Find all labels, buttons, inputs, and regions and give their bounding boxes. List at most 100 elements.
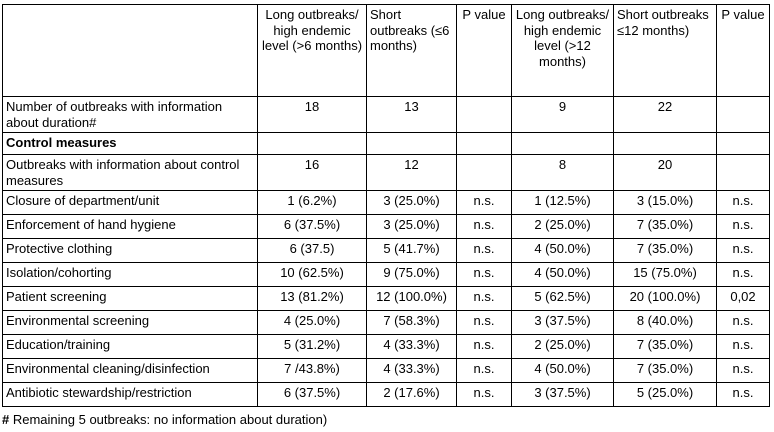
header-p-value-6m: P value — [456, 4, 512, 97]
value-cell: 9 (75.0%) — [366, 262, 457, 287]
p-value-cell: n.s. — [456, 262, 512, 287]
value-cell: 5 (41.7%) — [366, 238, 457, 263]
info-cell — [456, 154, 512, 191]
section-empty-cell — [511, 132, 614, 155]
value-cell: 4 (33.3%) — [366, 334, 457, 359]
value-cell: 7 /43.8%) — [257, 358, 367, 383]
value-cell: 4 (33.3%) — [366, 358, 457, 383]
footnote-mark: # — [2, 412, 10, 427]
table-row: Environmental screening 4 (25.0%) 7 (58.… — [2, 310, 770, 335]
value-cell: 2 (25.0%) — [511, 214, 614, 239]
value-cell: 15 (75.0%) — [613, 262, 717, 287]
table-row: Protective clothing 6 (37.5) 5 (41.7%) n… — [2, 238, 770, 263]
value-cell: 20 (100.0%) — [613, 286, 717, 311]
table-row: Antibiotic stewardship/restriction 6 (37… — [2, 382, 770, 407]
p-value-cell: n.s. — [456, 334, 512, 359]
row-label: Education/training — [2, 334, 258, 359]
p-value-cell: n.s. — [716, 334, 770, 359]
footnote: # Remaining 5 outbreaks: no information … — [2, 412, 327, 427]
value-cell: 4 (25.0%) — [257, 310, 367, 335]
row-label: Protective clothing — [2, 238, 258, 263]
count-cell: 18 — [257, 96, 367, 133]
p-value-cell: n.s. — [456, 358, 512, 383]
header-blank-cell — [2, 4, 258, 97]
header-short-12m: Short outbreaks ≤12 months) — [613, 4, 717, 97]
row-label: Enforcement of hand hygiene — [2, 214, 258, 239]
section-row: Control measures — [2, 132, 770, 155]
section-label: Control measures — [2, 132, 258, 155]
value-cell: 2 (25.0%) — [511, 334, 614, 359]
row-label: Environmental screening — [2, 310, 258, 335]
value-cell: 6 (37.5%) — [257, 382, 367, 407]
p-value-cell: n.s. — [456, 286, 512, 311]
count-row: Number of outbreaks with information abo… — [2, 96, 770, 133]
p-value-cell: n.s. — [716, 238, 770, 263]
info-cell: 16 — [257, 154, 367, 191]
value-cell: 12 (100.0%) — [366, 286, 457, 311]
value-cell: 6 (37.5%) — [257, 214, 367, 239]
info-cell — [716, 154, 770, 191]
table-row: Patient screening 13 (81.2%) 12 (100.0%)… — [2, 286, 770, 311]
value-cell: 7 (35.0%) — [613, 334, 717, 359]
value-cell: 1 (12.5%) — [511, 190, 614, 215]
value-cell: 6 (37.5) — [257, 238, 367, 263]
value-cell: 5 (62.5%) — [511, 286, 614, 311]
p-value-cell: n.s. — [716, 382, 770, 407]
value-cell: 7 (35.0%) — [613, 238, 717, 263]
info-cell: 20 — [613, 154, 717, 191]
value-cell: 7 (58.3%) — [366, 310, 457, 335]
section-empty-cell — [716, 132, 770, 155]
p-value-cell: n.s. — [456, 190, 512, 215]
p-value-cell: n.s. — [456, 214, 512, 239]
row-label: Patient screening — [2, 286, 258, 311]
value-cell: 13 (81.2%) — [257, 286, 367, 311]
count-cell — [456, 96, 512, 133]
header-short-6m: Short outbreaks (≤6 months) — [366, 4, 457, 97]
value-cell: 2 (17.6%) — [366, 382, 457, 407]
p-value-cell: n.s. — [716, 262, 770, 287]
value-cell: 3 (15.0%) — [613, 190, 717, 215]
info-cell: 8 — [511, 154, 614, 191]
value-cell: 7 (35.0%) — [613, 214, 717, 239]
info-row-label: Outbreaks with information about control… — [2, 154, 258, 191]
section-empty-cell — [257, 132, 367, 155]
value-cell: 5 (25.0%) — [613, 382, 717, 407]
p-value-cell: n.s. — [716, 310, 770, 335]
value-cell: 1 (6.2%) — [257, 190, 367, 215]
section-empty-cell — [456, 132, 512, 155]
footnote-text: Remaining 5 outbreaks: no information ab… — [9, 412, 328, 427]
value-cell: 7 (35.0%) — [613, 358, 717, 383]
count-cell: 22 — [613, 96, 717, 133]
control-measures-table: Long outbreaks/ high endemic level (>6 m… — [2, 4, 770, 407]
value-cell: 3 (37.5%) — [511, 382, 614, 407]
header-p-value-12m: P value — [716, 4, 770, 97]
info-cell: 12 — [366, 154, 457, 191]
count-row-label: Number of outbreaks with information abo… — [2, 96, 258, 133]
row-label: Environmental cleaning/disinfection — [2, 358, 258, 383]
value-cell: 4 (50.0%) — [511, 238, 614, 263]
p-value-cell: n.s. — [456, 382, 512, 407]
count-cell: 9 — [511, 96, 614, 133]
value-cell: 5 (31.2%) — [257, 334, 367, 359]
section-empty-cell — [366, 132, 457, 155]
value-cell: 4 (50.0%) — [511, 358, 614, 383]
table-row: Closure of department/unit 1 (6.2%) 3 (2… — [2, 190, 770, 215]
value-cell: 4 (50.0%) — [511, 262, 614, 287]
value-cell: 8 (40.0%) — [613, 310, 717, 335]
header-long-12m: Long outbreaks/ high endemic level (>12 … — [511, 4, 614, 97]
count-cell — [716, 96, 770, 133]
value-cell: 3 (25.0%) — [366, 214, 457, 239]
p-value-cell: n.s. — [456, 310, 512, 335]
p-value-cell: 0,02 — [716, 286, 770, 311]
p-value-cell: n.s. — [716, 190, 770, 215]
table-row: Enforcement of hand hygiene 6 (37.5%) 3 … — [2, 214, 770, 239]
row-label: Closure of department/unit — [2, 190, 258, 215]
info-row: Outbreaks with information about control… — [2, 154, 770, 191]
row-label: Antibiotic stewardship/restriction — [2, 382, 258, 407]
p-value-cell: n.s. — [456, 238, 512, 263]
p-value-cell: n.s. — [716, 358, 770, 383]
row-label: Isolation/cohorting — [2, 262, 258, 287]
value-cell: 3 (25.0%) — [366, 190, 457, 215]
header-row: Long outbreaks/ high endemic level (>6 m… — [2, 4, 770, 97]
p-value-cell: n.s. — [716, 214, 770, 239]
